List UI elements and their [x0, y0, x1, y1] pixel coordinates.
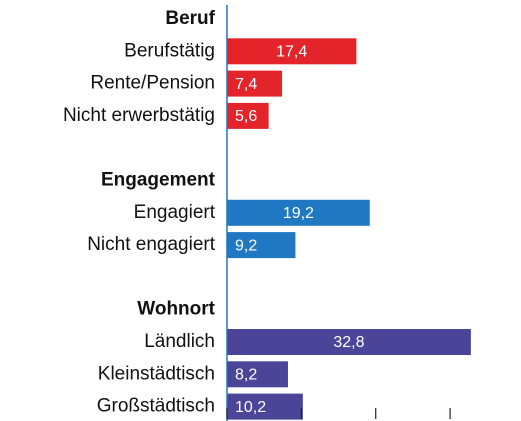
category-label: Engagiert: [134, 202, 216, 223]
bar: [227, 199, 370, 226]
group-label: Beruf: [165, 8, 215, 29]
group-label: Engagement: [101, 170, 216, 191]
value-label: 17,4: [276, 44, 307, 61]
value-label: 8,2: [235, 367, 257, 384]
category-label: Großstädtisch: [97, 396, 215, 417]
category-label: Kleinstädtisch: [98, 363, 215, 384]
value-label: 9,2: [235, 237, 257, 254]
category-label: Berufstätig: [124, 40, 215, 61]
bar: [227, 361, 288, 388]
group-label: Wohnort: [137, 299, 215, 320]
bar: [227, 232, 296, 259]
value-label: 10,2: [235, 399, 266, 416]
category-label: Ländlich: [144, 331, 215, 352]
bar: [227, 38, 357, 65]
category-label: Nicht erwerbstätig: [63, 105, 215, 126]
bar: [227, 393, 303, 420]
value-label: 7,4: [235, 76, 257, 93]
value-label: 32,8: [333, 334, 364, 351]
value-label: 5,6: [235, 108, 257, 125]
bar: [227, 102, 269, 129]
category-label: Nicht engagiert: [87, 234, 216, 255]
value-label: 19,2: [283, 205, 314, 222]
bar: [227, 329, 471, 355]
category-label: Rente/Pension: [90, 73, 215, 94]
bar: [227, 70, 283, 97]
